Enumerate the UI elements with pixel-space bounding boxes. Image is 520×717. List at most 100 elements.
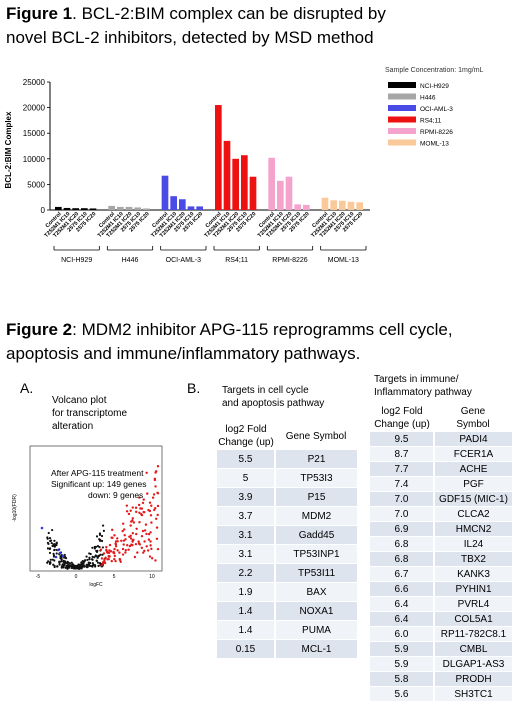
volcano-point [48,547,51,551]
volcano-point [91,564,94,567]
bar [72,208,79,210]
bar [339,200,346,210]
volcano-point [154,485,157,488]
legend-swatch [388,82,416,88]
table-row: 7.0 GDF15 (MIC-1) [370,491,512,507]
volcano-point [129,537,133,540]
volcano-point [118,558,122,562]
gene-symbol-cell: PVRL4 [434,596,512,612]
volcano-point [124,549,127,552]
gene-symbol-cell: PYHIN1 [434,581,512,597]
volcano-point [52,543,55,546]
volcano-point [133,555,137,559]
volcano-point [94,554,98,558]
table-row: 6.6 PYHIN1 [370,581,512,597]
group-label: RPMI-8226 [272,257,308,264]
volcano-point [61,554,65,558]
volcano-point [146,549,150,552]
volcano-point [102,529,105,533]
volcano-caption: Volcano plot for transcriptome alteratio… [52,394,127,433]
volcano-point [127,512,131,516]
volcano-annotation: After APG-115 treatment [51,468,144,478]
volcano-point [138,496,141,499]
volcano-point [101,546,105,549]
volcano-point [88,552,91,555]
fold-change-cell: 5.9 [370,641,435,657]
volcano-point [91,555,94,558]
volcano-point [149,540,152,543]
volcano-point [131,517,134,520]
fold-change-cell: 3.7 [217,506,276,526]
volcano-point [131,540,134,543]
volcano-point [144,523,148,526]
volcano-point [48,551,52,555]
fold-change-cell: 6.0 [370,626,435,642]
bar [81,208,88,210]
volcano-point [154,559,157,562]
volcano-point [100,534,104,538]
volcano-point [95,549,98,553]
volcano-point [139,507,142,510]
volcano-point [125,504,129,507]
legend-label: MOML-13 [420,141,449,148]
panel-c-title: Targets in immune/ Inflammatory pathway [374,373,472,399]
fold-change-cell: 3.1 [217,544,276,564]
table-row: 8.7 FCER1A [370,446,512,462]
col-header-fold: log2 Fold Change (up) [217,423,275,450]
volcano-point [74,565,77,568]
volcano-point [53,548,56,552]
volcano-point [101,524,105,527]
volcano-point [94,564,97,567]
volcano-point [126,544,129,547]
volcano-caption-line: Volcano plot [52,395,107,406]
fold-change-cell: 6.4 [370,611,435,627]
bar [277,180,284,210]
volcano-point [129,509,132,512]
volcano-point [155,537,159,540]
bar [55,206,62,210]
fold-change-cell: 5.8 [370,671,435,687]
y-tick-label: 10000 [23,155,46,164]
bar [161,175,169,210]
table-row: 6.0 RP11-782C8.1 [370,626,512,642]
table-row: 3.1 TP53INP1 [217,544,357,564]
volcano-point [150,557,154,560]
volcano-point [40,526,44,530]
volcano-point [56,565,59,568]
bar [179,199,186,210]
gene-symbol-cell: BAX [275,582,357,602]
group-label: H446 [122,257,139,264]
bar [347,201,355,210]
volcano-point [151,496,155,499]
volcano-point [130,520,133,523]
gene-symbol-cell: Gadd45 [275,525,357,545]
volcano-point [107,557,110,561]
fold-change-cell: 5.6 [370,686,435,702]
bar [170,196,177,210]
volcano-annotation: Significant up: 149 genes [51,479,146,489]
volcano-point [68,562,71,565]
volcano-point [102,560,105,564]
y-tick-label: 15000 [23,129,46,138]
fold-change-cell: 7.4 [370,476,435,492]
volcano-point [53,545,57,548]
volcano-point [88,556,91,559]
sample-concentration: Sample Concentration: 1mg/mL [385,67,484,74]
volcano-point [141,529,145,533]
volcano-point [55,552,58,555]
volcano-point [55,541,58,545]
legend-swatch [388,128,416,134]
volcano-point [110,559,113,563]
volcano-point [58,561,61,564]
volcano-point [114,545,118,548]
volcano-point [134,506,138,509]
fold-change-cell: 7.0 [370,491,435,507]
table-row: 3.9 P15 [217,487,357,507]
gene-symbol-cell: CLCA2 [434,506,512,522]
volcano-xtick: -5 [36,574,41,580]
table-row: 6.4 PVRL4 [370,596,512,612]
fold-change-cell: 1.4 [217,601,276,621]
fold-change-cell: 7.0 [370,506,435,522]
volcano-point [122,543,125,546]
gene-symbol-cell: MDM2 [275,506,357,526]
